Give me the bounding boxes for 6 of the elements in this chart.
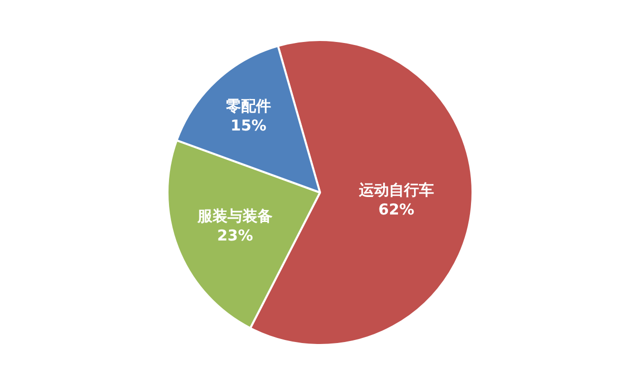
data-label: 23% xyxy=(217,226,253,245)
data-label: 15% xyxy=(230,116,266,135)
slice-label: 运动自行车 xyxy=(358,181,434,200)
slice-label: 零配件 xyxy=(226,97,271,116)
slice-label: 服装与装备 xyxy=(196,207,273,226)
data-label: 62% xyxy=(378,200,414,219)
